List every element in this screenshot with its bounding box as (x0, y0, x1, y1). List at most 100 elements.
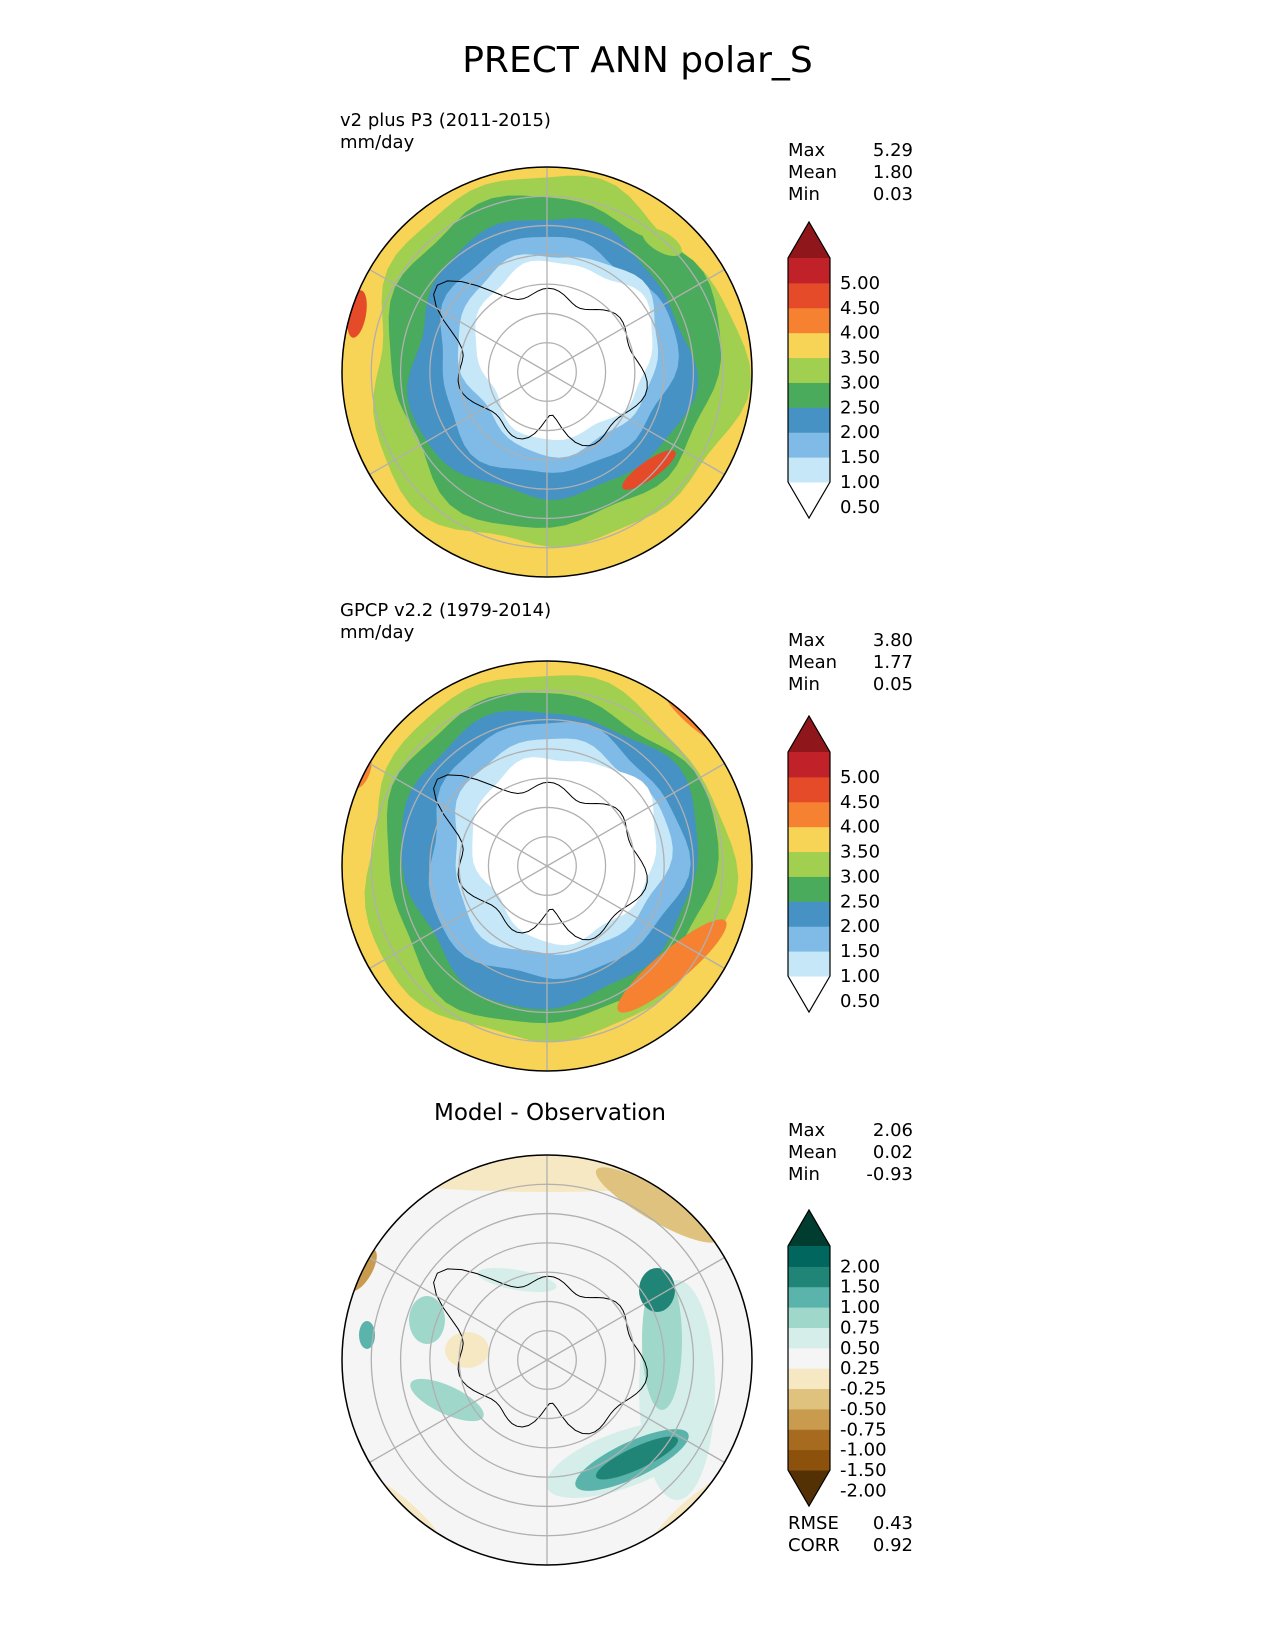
panel-3-stats: Max 2.06 Mean 0.02 Min -0.93 (788, 1120, 913, 1186)
stat-min-label: Min (788, 184, 820, 205)
colorbar-tick-label: 4.50 (840, 792, 880, 813)
antarctica-coastline (433, 774, 648, 941)
antarctica-coastline (433, 280, 648, 447)
panel-3-title: Model - Observation (433, 1100, 667, 1126)
colorbar-tick-label: 0.75 (840, 1317, 880, 1338)
colorbar-swatch (788, 282, 830, 309)
colorbar-outline (787, 220, 831, 520)
colorbar-tick-label: -1.00 (840, 1440, 887, 1461)
colorbar-tick-label: 0.25 (840, 1358, 880, 1379)
longitude-gridline (369, 762, 548, 867)
colorbar-swatch (788, 901, 830, 927)
colorbar-tick-label: 3.50 (840, 842, 880, 863)
diff-colorbar: 2.001.501.000.750.500.25-0.25-0.50-0.75-… (787, 1208, 887, 1508)
colorbar-tick-label: 1.50 (840, 1277, 880, 1298)
longitude-gridline (369, 371, 548, 476)
longitude-gridline (546, 371, 725, 476)
colorbar-swatch (788, 1388, 830, 1410)
colorbar-swatch (788, 876, 830, 902)
longitude-gridline (546, 1359, 725, 1464)
colorbar-tick-label: -0.50 (840, 1399, 887, 1420)
colorbar-tick-label: 1.50 (840, 941, 880, 962)
stat-min-value: 0.03 (872, 184, 913, 205)
contour-patch (321, 1333, 333, 1357)
panel-2-title: GPCP v2.2 (1979-2014) (340, 600, 552, 621)
colorbar-tick-label: 1.00 (840, 966, 880, 987)
stat-max-value: 3.80 (872, 630, 913, 651)
stat-mean-value: 1.80 (872, 162, 913, 183)
panel-2-stats: Max 3.80 Mean 1.77 Min 0.05 (788, 630, 913, 696)
panel-1-stats: Max 5.29 Mean 1.80 Min 0.03 (788, 140, 913, 206)
colorbar-tick-label: 4.50 (840, 298, 880, 319)
colorbar-swatch (788, 926, 830, 952)
colorbar-tick-label: 3.00 (840, 866, 880, 887)
stat-max-label: Max (788, 1120, 826, 1141)
colorbar-tick-label: -0.75 (840, 1419, 887, 1440)
diff-map-border (341, 1154, 753, 1566)
colorbar-swatch (788, 357, 830, 383)
stat-min-label: Min (788, 1164, 820, 1185)
contour-patch (595, 1167, 719, 1243)
colorbar-tick-label: 2.50 (840, 397, 880, 418)
model-map (341, 166, 753, 578)
obs-map-border (341, 660, 753, 1072)
colorbar-tick-label: 1.00 (840, 472, 880, 493)
colorbar-extend-min (788, 976, 830, 1012)
stat-max-value: 5.29 (872, 140, 913, 161)
contour-patch (409, 1296, 445, 1344)
stat-max-label: Max (788, 630, 826, 651)
colorbar-swatch (788, 851, 830, 877)
panel-1-units: mm/day (340, 132, 415, 153)
model-map-border (341, 166, 753, 578)
colorbar-swatch (788, 801, 830, 828)
rmse-label: RMSE (788, 1513, 839, 1534)
stat-mean-label: Mean (788, 162, 838, 183)
colorbar-swatch (788, 1327, 830, 1349)
panel-2-units: mm/day (340, 622, 415, 643)
stat-min-label: Min (788, 674, 820, 695)
longitude-gridline (546, 865, 725, 970)
contour-patch (617, 919, 727, 1013)
colorbar-outline (787, 1208, 831, 1508)
longitude-gridline (369, 1256, 548, 1361)
corr-value: 0.92 (872, 1535, 913, 1556)
colorbar-swatch (788, 307, 830, 334)
colorbar-tick-label: 3.00 (840, 372, 880, 393)
stat-mean-label: Mean (788, 1142, 838, 1163)
contour-fill (475, 260, 653, 441)
antarctica-coastline (433, 1268, 648, 1435)
contour-fill (472, 757, 657, 946)
stat-mean-value: 1.77 (872, 652, 913, 673)
colorbar-outline (787, 714, 831, 1014)
colorbar-tick-label: 5.00 (840, 767, 880, 788)
colorbar-swatch (788, 1286, 830, 1308)
colorbar-swatch (788, 752, 830, 778)
colorbar-swatch (788, 382, 830, 408)
model-colorbar: 5.00 4.50 4.00 3.50 3.00 2.50 2.00 1.50 1.00 0.50 (787, 220, 880, 520)
stat-min-value: -0.93 (866, 1164, 913, 1185)
stat-mean-value: 0.02 (872, 1142, 913, 1163)
colorbar-tick-label: 0.50 (840, 497, 880, 518)
colorbar-swatch (788, 1266, 830, 1288)
colorbar-swatch (788, 1408, 830, 1430)
colorbar-swatch (788, 826, 830, 853)
colorbar-tick-label: 2.00 (840, 916, 880, 937)
colorbar-extend-max (788, 222, 830, 258)
colorbar-tick-label: 4.00 (840, 323, 880, 344)
longitude-gridline (546, 762, 725, 867)
stat-min-value: 0.05 (872, 674, 913, 695)
colorbar-tick-label: 0.50 (840, 1338, 880, 1359)
colorbar-swatch (788, 1307, 830, 1328)
corr-label: CORR (788, 1535, 840, 1556)
contour-patch (359, 1321, 375, 1349)
stat-max-label: Max (788, 140, 826, 161)
longitude-gridline (369, 268, 548, 373)
colorbar-swatch (788, 407, 830, 433)
colorbar-tick-label: -0.25 (840, 1379, 887, 1400)
colorbar-extend-max (788, 716, 830, 752)
colorbar-swatch (788, 332, 830, 359)
colorbar-extend-min (788, 1470, 830, 1506)
diff-map (321, 1154, 753, 1566)
panel-1-title-block: v2 plus P3 (2011-2015) mm/day (340, 110, 551, 154)
